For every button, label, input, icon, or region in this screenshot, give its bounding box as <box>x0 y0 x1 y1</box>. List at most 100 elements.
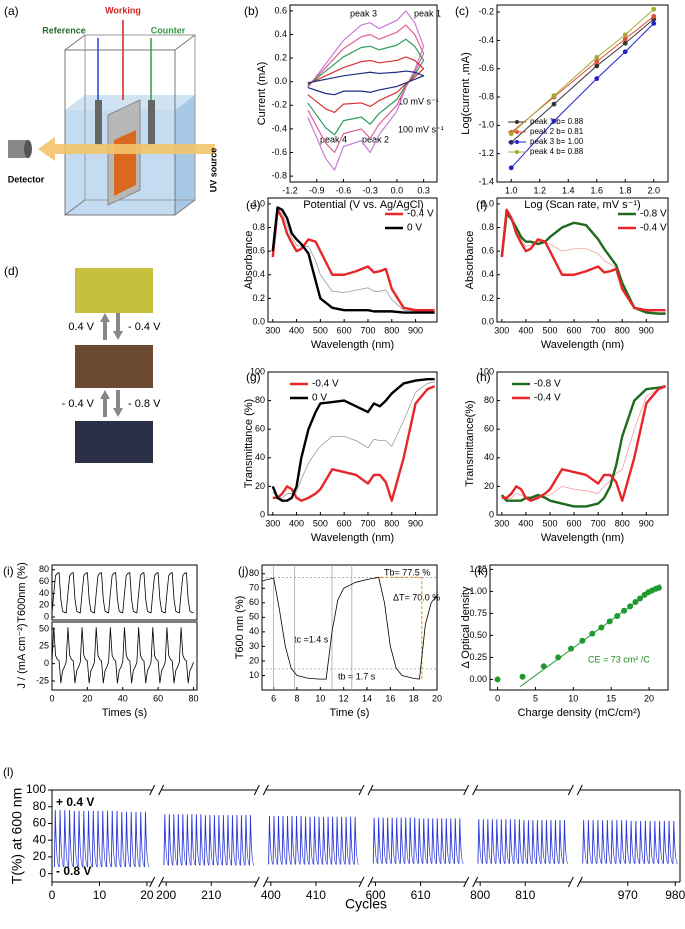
x-axis-label: Time (s) <box>330 707 370 719</box>
data-point <box>594 76 600 82</box>
axis-break <box>253 784 260 796</box>
cycle-trace <box>422 818 428 865</box>
cycle-trace <box>440 818 446 865</box>
x-tick-label: 10 <box>315 693 325 703</box>
data-point <box>508 131 514 137</box>
y-tick-label: 0.8 <box>481 222 494 232</box>
plot-frame <box>289 4 438 183</box>
x-tick-label: 400 <box>518 325 533 335</box>
x-tick-label: 980 <box>665 888 685 902</box>
cycle-trace <box>58 810 65 868</box>
y-tick-label: 1.25 <box>469 564 487 574</box>
x-tick-label: 20 <box>82 693 92 703</box>
y-tick-label: 50 <box>249 612 259 622</box>
reference-label: Reference <box>42 25 86 35</box>
y-tick-label: -0.2 <box>478 6 494 16</box>
legend-label: -0.8 V <box>534 379 561 390</box>
cycle-trace <box>222 815 228 866</box>
cycle-trace <box>281 815 288 865</box>
y-tick-label: 0 <box>489 509 494 519</box>
cycle-trace <box>563 820 569 865</box>
x-tick-label: 8 <box>294 693 299 703</box>
photo-bleached <box>75 268 153 313</box>
cycle-trace <box>605 820 612 865</box>
y-axis-label: Absorbance <box>464 231 476 290</box>
data-point <box>632 598 639 605</box>
x-tick-label: 600 <box>337 325 352 335</box>
x-tick-label: 0 <box>49 693 54 703</box>
series-line <box>500 208 666 312</box>
cycle-trace <box>277 815 283 865</box>
cycle-trace <box>120 811 127 868</box>
series-line <box>261 576 438 680</box>
cycle-trace <box>213 815 219 866</box>
axis-break <box>358 876 365 888</box>
cycle-trace <box>110 810 117 868</box>
y-tick-label: -0.8 <box>271 170 287 180</box>
x-tick-label: 400 <box>289 518 304 528</box>
data-point <box>594 63 600 69</box>
cycle-trace <box>399 817 406 865</box>
x-tick-label: 0.3 <box>417 185 430 195</box>
x-tick-label: 300 <box>494 518 509 528</box>
legend-label: -0.8 V <box>640 209 667 220</box>
cuvette-edge <box>174 199 196 216</box>
cycle-trace <box>444 818 451 865</box>
x-tick-label: -0.9 <box>309 185 325 195</box>
cycle-trace <box>587 820 593 865</box>
cycle-trace <box>53 810 60 868</box>
y-tick-label: 0.2 <box>252 293 265 303</box>
cycle-trace <box>286 815 292 865</box>
y-tick-label: 0.4 <box>481 269 494 279</box>
cycle-trace <box>527 820 533 865</box>
axis-break <box>576 784 583 796</box>
y-tick-label: 0.0 <box>481 316 494 326</box>
cycle-trace <box>144 811 150 868</box>
series-line <box>307 70 425 96</box>
series-line <box>500 385 666 508</box>
axis-break <box>253 876 260 888</box>
data-point <box>540 663 547 670</box>
plot-frame <box>489 564 669 691</box>
legend-label: -0.4 V <box>534 393 561 404</box>
series-line <box>271 377 435 502</box>
x-tick-label: 1.6 <box>590 185 603 195</box>
panel-label: (f) <box>476 198 487 212</box>
potential-label: 0.4 V <box>68 321 94 333</box>
cycle-trace <box>272 815 279 865</box>
cycle-trace <box>226 815 232 866</box>
cycle-trace <box>458 818 464 865</box>
series-line <box>307 56 425 113</box>
annotation: peak 2 <box>362 134 389 144</box>
y-tick-label: -0.4 <box>271 123 287 133</box>
data-point <box>508 165 514 171</box>
series-line <box>501 385 666 500</box>
cycle-trace <box>549 820 556 865</box>
cycle-trace <box>513 819 519 865</box>
y-tick-label: 0.4 <box>252 269 265 279</box>
x-tick-label: 900 <box>639 518 654 528</box>
x-tick-label: 12 <box>339 693 349 703</box>
y-tick-label: -1.0 <box>478 120 494 130</box>
y-tick-label: 0 <box>39 866 46 880</box>
x-tick-label: 1.8 <box>619 185 632 195</box>
plot-frame <box>496 4 669 183</box>
cycle-trace <box>404 817 410 865</box>
cycle-trace <box>299 815 306 865</box>
cycle-trace <box>536 820 542 865</box>
cycle-trace <box>624 820 631 865</box>
y-tick-label: 1.00 <box>469 586 487 596</box>
axis-break <box>367 784 374 796</box>
plot-frame <box>267 197 438 323</box>
working-label: Working <box>105 5 141 15</box>
data-point <box>636 595 643 602</box>
panel-label: (k) <box>474 564 488 578</box>
annotation: + 0.4 V <box>56 795 94 809</box>
cycle-trace <box>643 820 650 865</box>
y-tick-label: 0.75 <box>469 608 487 618</box>
axis-break <box>158 784 165 796</box>
x-tick-label: 600 <box>567 325 582 335</box>
y-tick-label: -0.8 <box>478 91 494 101</box>
x-tick-label: 1.0 <box>505 185 518 195</box>
